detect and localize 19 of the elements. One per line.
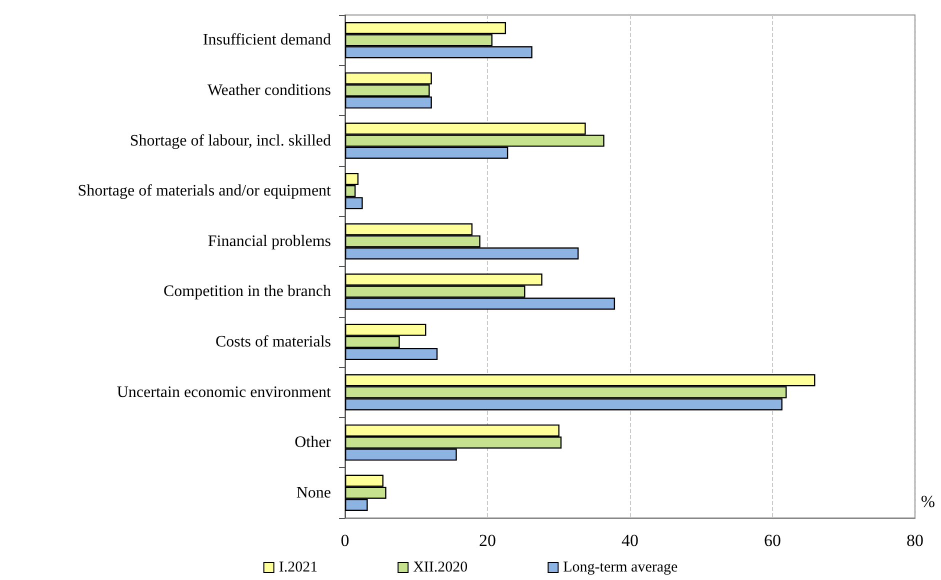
y-tick-label: None [296, 484, 331, 502]
x-tick-label: 80 [906, 531, 924, 550]
x-tick-label: 40 [622, 531, 638, 550]
x-axis-title: % [920, 492, 936, 511]
y-tick-label: Weather conditions [207, 82, 331, 99]
y-tick-label: Competition in the branch [163, 283, 331, 300]
y-tick-label: Other [294, 434, 332, 452]
x-tick-label: 20 [479, 531, 496, 550]
y-tick-label: Shortage of labour, incl. skilled [130, 132, 331, 150]
y-tick-label: Costs of materials [215, 333, 331, 350]
y-tick-label: Insufficient demand [202, 32, 331, 49]
y-tick-label: Shortage of materials and/or equipment [78, 182, 332, 200]
x-tick-label: 0 [340, 531, 350, 550]
y-tick-label: Financial problems [208, 232, 331, 250]
legend-label: I.2021 [278, 560, 318, 576]
x-tick-label: 60 [764, 531, 781, 550]
legend-label: Long-term average [563, 560, 678, 576]
legend-label: XII.2020 [413, 560, 468, 576]
y-tick-label: Uncertain economic environment [116, 384, 332, 401]
